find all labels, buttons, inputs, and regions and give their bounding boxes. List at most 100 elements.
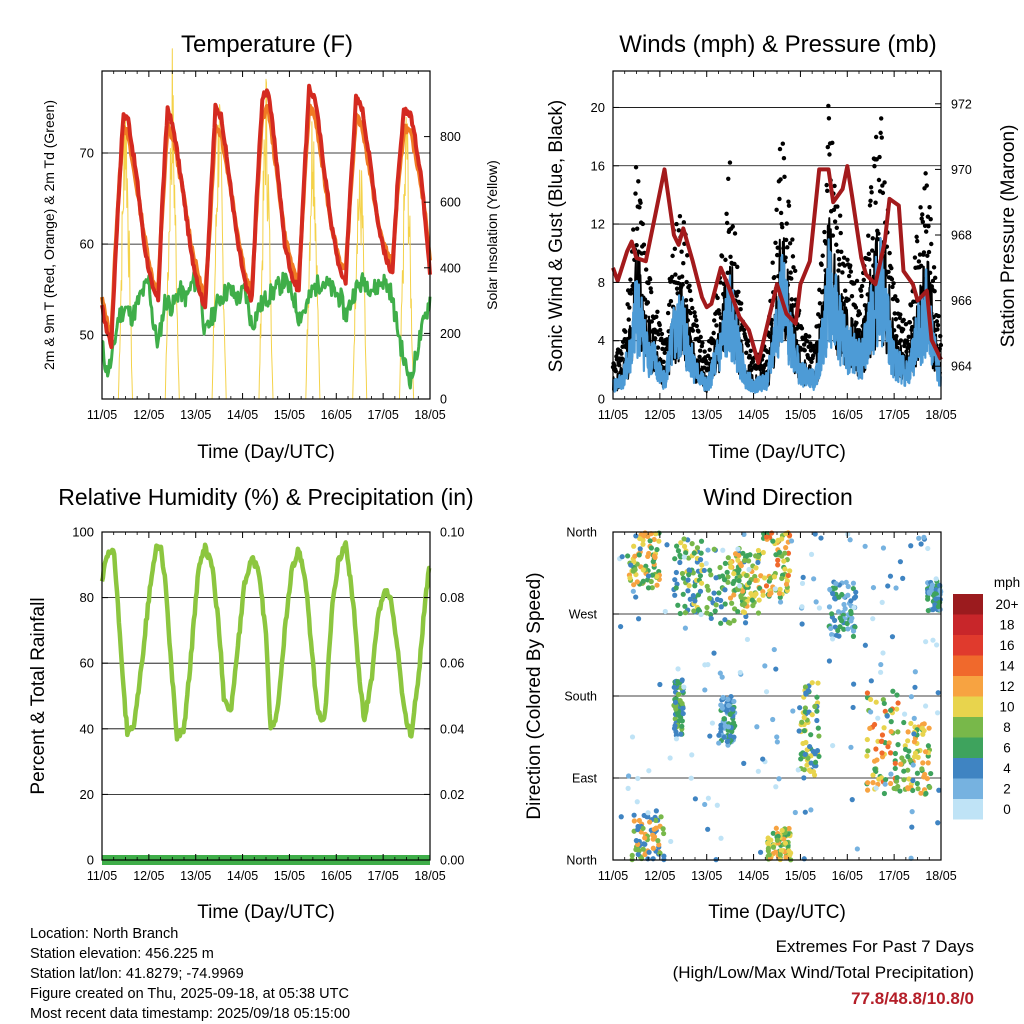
direction-point — [661, 830, 667, 837]
direction-point — [727, 711, 733, 718]
legend-label: 6 — [1003, 741, 1011, 756]
direction-point — [798, 756, 804, 762]
direction-point — [698, 580, 705, 586]
direction-point — [750, 602, 756, 609]
direction-point — [905, 767, 911, 773]
gust-point — [784, 221, 789, 226]
direction-point — [930, 607, 936, 613]
gust-point — [813, 350, 819, 355]
temp-y2tick-label: 600 — [440, 196, 461, 210]
gust-point — [680, 282, 685, 287]
wind-xtick-label: 12/05 — [644, 408, 675, 422]
gust-point — [817, 301, 823, 306]
figure-created: Figure created on Thu, 2025-09-18, at 05… — [30, 986, 349, 1002]
rh-ytick-label: 60 — [80, 656, 94, 671]
legend-label: 10 — [999, 700, 1014, 715]
direction-point — [714, 802, 720, 808]
gust-point — [739, 301, 744, 306]
gust-point — [927, 205, 932, 210]
direction-point — [724, 569, 730, 575]
direction-point — [788, 538, 795, 544]
direction-point — [864, 753, 870, 759]
gust-point — [778, 210, 784, 216]
gust-point — [925, 253, 930, 258]
direction-point — [812, 759, 819, 765]
gust-point — [767, 334, 773, 339]
direction-point — [870, 780, 876, 786]
insolation-line — [102, 48, 430, 400]
gust-point — [935, 322, 941, 328]
gust-point — [938, 333, 943, 339]
direction-point — [771, 574, 778, 580]
direction-point — [808, 551, 815, 557]
direction-point — [935, 603, 942, 610]
direction-point — [711, 546, 717, 552]
direction-point — [932, 591, 938, 597]
gust-point — [669, 274, 675, 280]
direction-point — [905, 786, 911, 792]
gust-point — [848, 269, 854, 274]
direction-point — [640, 846, 646, 852]
gust-point — [738, 307, 743, 312]
gust-point — [676, 228, 681, 233]
gust-point — [810, 353, 816, 358]
winds-title: Winds (mph) & Pressure (mb) — [619, 31, 936, 58]
gust-point — [696, 329, 701, 334]
gust-point — [872, 163, 877, 169]
gust-point — [921, 250, 927, 255]
direction-point — [683, 550, 689, 556]
temp-y2tick-label: 0 — [440, 393, 447, 407]
direction-point — [766, 592, 772, 598]
direction-point — [808, 732, 814, 738]
gust-point — [858, 288, 864, 293]
direction-point — [888, 719, 894, 725]
gust-point — [879, 116, 884, 121]
direction-point — [685, 588, 691, 594]
legend-swatch — [953, 696, 983, 717]
dir-xtick-label: 11/05 — [598, 869, 628, 883]
gust-point — [775, 245, 780, 250]
direction-point — [667, 755, 673, 761]
direction-point — [655, 838, 661, 844]
gust-point — [624, 340, 630, 345]
direction-point — [792, 809, 798, 816]
gust-point — [826, 116, 832, 121]
gust-point — [901, 317, 906, 323]
temp-y2tick-label: 400 — [440, 261, 461, 275]
pressure-line — [611, 164, 943, 365]
direction-point — [862, 642, 868, 648]
gust-point — [634, 226, 640, 231]
direction-point — [801, 775, 807, 781]
direction-point — [888, 780, 894, 787]
direction-point — [730, 706, 736, 712]
direction-point — [881, 700, 887, 707]
gust-point — [662, 350, 667, 355]
direction-point — [925, 760, 931, 766]
direction-point — [682, 610, 689, 616]
gust-point — [674, 221, 679, 227]
direction-point — [850, 580, 857, 586]
gust-point — [676, 281, 681, 286]
direction-point — [641, 841, 647, 847]
direction-point — [630, 568, 636, 574]
gust-point — [772, 274, 777, 280]
direction-point — [642, 851, 648, 858]
rh-y2tick-label: 0.10 — [440, 526, 464, 540]
direction-point — [897, 788, 903, 794]
direction-point — [826, 604, 833, 610]
direction-point — [894, 774, 900, 781]
temp-xtick-label: 18/05 — [414, 408, 445, 422]
direction-point — [654, 546, 660, 553]
direction-point — [672, 556, 678, 562]
gust-point — [879, 135, 884, 140]
gust-point — [724, 211, 729, 216]
gust-point — [877, 154, 882, 160]
rh-ytick-label: 80 — [80, 590, 94, 605]
direction-point — [703, 560, 709, 567]
legend-swatch — [953, 737, 983, 758]
direction-point — [890, 688, 896, 694]
direction-point — [651, 826, 657, 832]
gust-point — [861, 277, 866, 283]
direction-point — [815, 680, 821, 686]
